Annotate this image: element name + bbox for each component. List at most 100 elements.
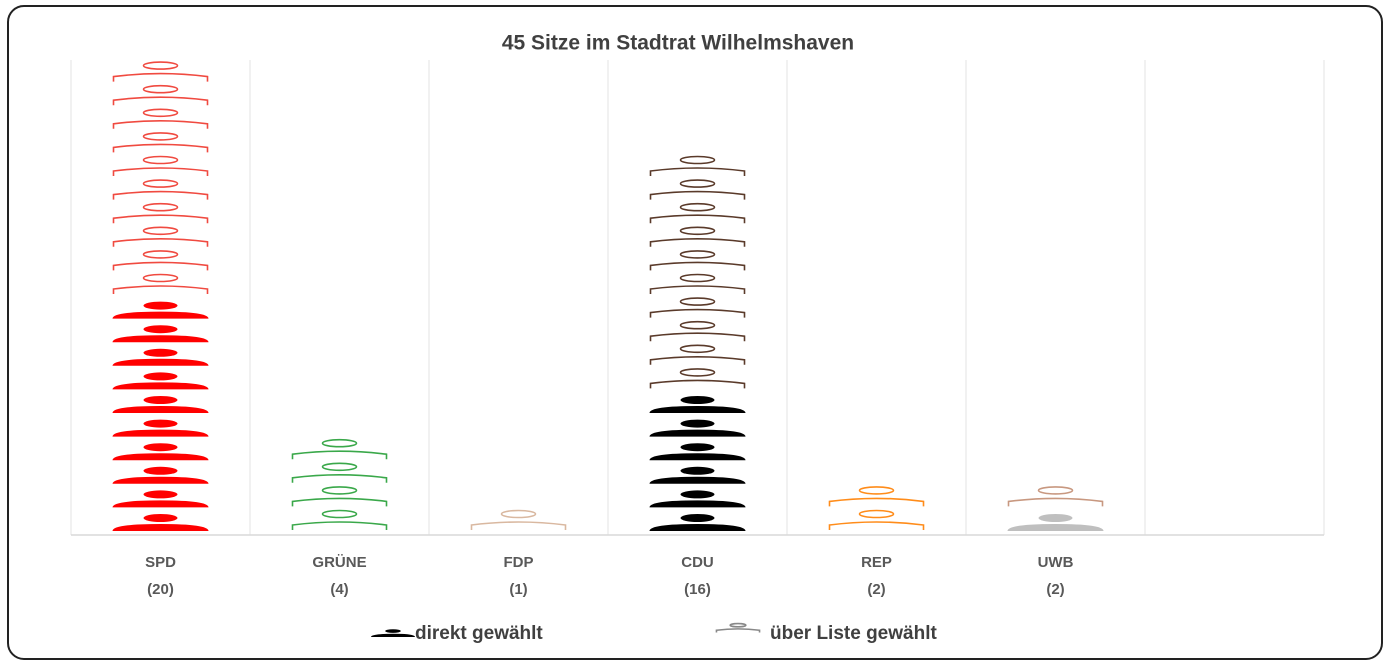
seat-stack [470,509,567,530]
seat-body [291,450,388,460]
seat-body [649,332,746,342]
seat-body [291,521,388,530]
seat-head [858,486,895,495]
seat-head [858,509,895,519]
seat-count-label: (1) [509,581,527,598]
seat-head [1038,514,1073,522]
seat-head [142,84,179,94]
seat-head [142,132,179,141]
seat-head [679,368,716,377]
seat-body [1007,497,1104,507]
seat-stack [649,155,746,389]
seat-body [649,524,746,531]
seat-body [112,311,209,319]
seat-head [680,396,715,404]
seat-count-label: (2) [867,581,885,598]
seat-head [680,443,715,452]
seat-body [112,167,209,176]
seat-head [679,344,716,354]
seat-count-label: (20) [147,581,174,598]
x-tick-label: CDU [681,554,714,571]
seat-head [143,348,178,357]
seat-body [112,72,209,82]
seat-head [385,629,401,633]
seat-stack [828,486,925,530]
seat-body [112,524,209,531]
seat-head [143,301,178,310]
seat-head [321,486,358,495]
seat-body [649,238,746,247]
seat-head [142,226,179,236]
seat-head [143,419,178,428]
legend-label: über Liste gewählt [770,623,937,644]
seat-head [143,325,178,334]
seat-count-label: (2) [1046,581,1064,598]
seat-body [649,476,746,484]
chart-title: 45 Sitze im Stadtrat Wilhelmshaven [502,32,854,55]
seat-body [112,429,209,437]
seat-head [142,155,179,165]
seat-body [649,261,746,271]
seat-head [143,514,178,522]
seat-head [321,438,358,448]
seat-body [112,143,209,153]
seat-head [679,202,716,212]
seat-body [112,382,209,390]
seat-head [142,179,179,188]
seat-head [143,443,178,452]
seat-body [112,120,209,129]
seat-body [828,521,925,530]
seat-head [679,179,716,188]
seat-body [112,406,209,413]
seat-head [321,509,358,519]
legend-item: direkt gewählt [371,623,543,644]
seat-head [679,250,716,259]
seat-body [649,406,746,413]
seat-head [142,108,179,118]
seat-body [112,358,209,366]
seat-body [649,500,746,508]
seat-head [143,466,178,475]
seat-body [112,335,209,343]
seat-head [680,419,715,428]
seat-count-label: (4) [330,581,348,598]
x-tick-label: REP [861,554,892,571]
seat-head [143,372,178,381]
seat-head [1037,486,1074,495]
seat-body [649,285,746,294]
seat-body [112,96,209,106]
seat-head [142,250,179,259]
seat-body [649,214,746,224]
seat-body [828,497,925,507]
seat-body [470,521,567,530]
seat-head [679,155,716,165]
x-tick-label: GRÜNE [312,554,366,571]
seat-body [649,308,746,318]
seat-head [680,490,715,499]
seat-body [112,285,209,294]
legend-label: direkt gewählt [415,623,543,644]
seat-body [112,238,209,247]
seat-body [112,190,209,200]
seat-body [649,356,746,365]
x-tick-label: SPD [145,554,176,571]
seat-body [112,261,209,271]
seat-head [143,490,178,499]
seat-head [321,462,358,472]
seat-body [371,633,415,637]
seat-body [112,453,209,461]
legend-item: über Liste gewählt [715,622,937,644]
x-tick-label: FDP [504,554,534,571]
seat-head [729,622,747,628]
seat-body [715,628,761,633]
seat-body [112,500,209,508]
seat-stack [291,438,388,530]
seat-body [112,476,209,484]
seat-stack [1007,486,1104,507]
seat-head [142,273,179,283]
seat-head [680,514,715,522]
seat-head [679,273,716,283]
seat-stack [1007,514,1104,531]
seat-body [649,379,746,389]
